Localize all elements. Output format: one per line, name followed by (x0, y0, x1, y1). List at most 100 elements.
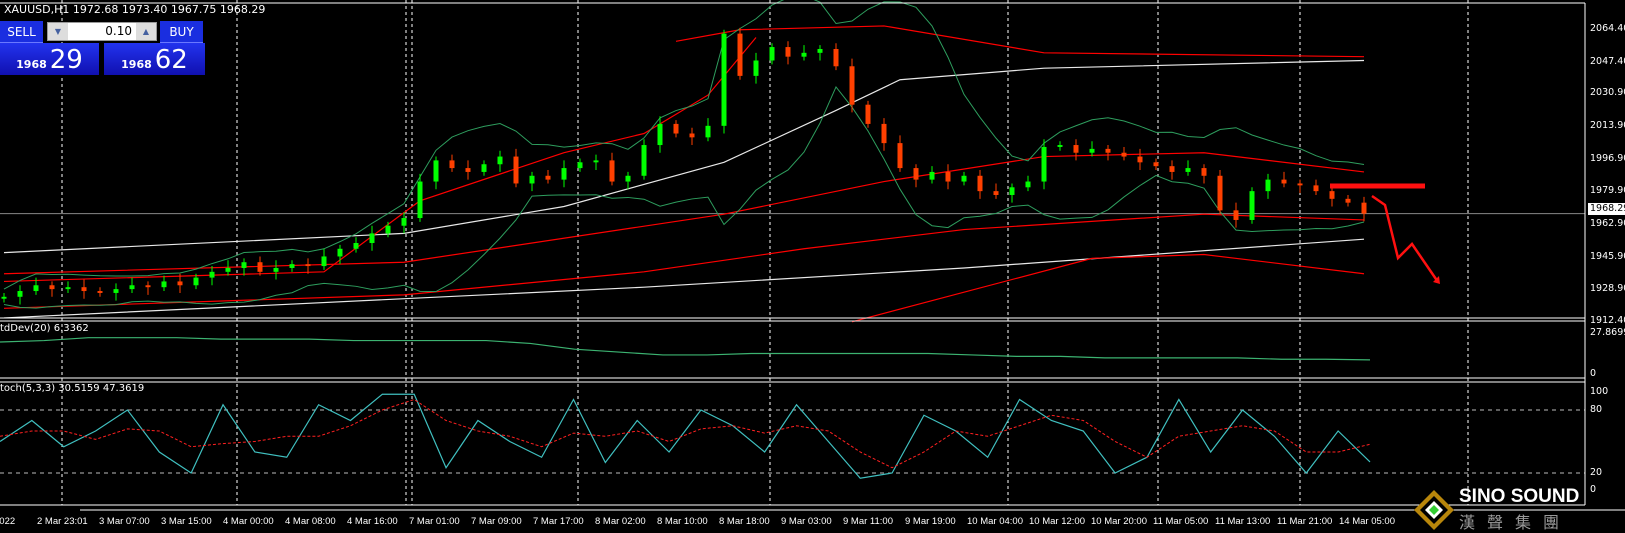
candle-body (1089, 148, 1095, 153)
sell-price[interactable]: 1968 29 (0, 43, 99, 75)
time-tick-label: 14 Mar 05:00 (1339, 516, 1395, 527)
indicator-tick-label: 20 (1590, 467, 1603, 478)
candle-body (1361, 202, 1367, 214)
candle-body (97, 291, 103, 293)
indicator-tick-label: 27.8699 (1590, 327, 1625, 338)
white-ma-line (3, 238, 1365, 319)
candle-body (673, 123, 679, 134)
time-tick-label: 2 Mar 23:01 (37, 516, 88, 527)
indicator-panes (0, 337, 1371, 479)
time-tick-label: 11 Mar 13:00 (1215, 516, 1271, 527)
candle-body (545, 175, 551, 180)
price-tick-label: 2030.90 (1590, 87, 1625, 99)
candle-body (961, 175, 967, 182)
price-tick-label: 2013.90 (1590, 120, 1625, 132)
candle-body (833, 48, 839, 67)
candle-body (65, 287, 71, 290)
candle-body (305, 264, 311, 267)
time-tick-label: 7 Mar 01:00 (409, 516, 460, 527)
time-tick-label: 9 Mar 11:00 (843, 516, 893, 527)
candle-body (177, 281, 183, 286)
logo-zh: 漢聲集團 (1459, 513, 1572, 532)
price-tick-label: 1945.90 (1590, 250, 1625, 262)
candle-body (449, 160, 455, 169)
candle-body (705, 125, 711, 138)
time-tick-label: 4 Mar 08:00 (285, 516, 336, 527)
decrease-lot-icon[interactable]: ▼ (48, 23, 68, 40)
candle-body (1249, 191, 1255, 220)
lot-size-input[interactable]: 0.10 (105, 24, 132, 38)
red-ma-line (3, 37, 757, 283)
time-tick-label: 11 Mar 21:00 (1277, 516, 1333, 527)
time-tick-label: 10 Mar 20:00 (1091, 516, 1147, 527)
indicator-tick-label: 100 (1590, 386, 1609, 397)
price-tick-label: 1979.90 (1590, 185, 1625, 197)
time-tick-label: 7 Mar 09:00 (471, 516, 522, 527)
current-price-label: 1968.29 (1588, 203, 1625, 215)
logo-diamond-icon (1414, 490, 1454, 530)
red-ma-line (3, 213, 1365, 309)
time-tick-label: 8 Mar 18:00 (719, 516, 770, 527)
candle-body (625, 175, 631, 182)
indicator-tick-label: 80 (1590, 404, 1603, 415)
time-tick-label: 8 Mar 10:00 (657, 516, 708, 527)
ohlc-readout: 1972.68 1973.40 1967.75 1968.29 (72, 3, 266, 16)
candle-body (433, 160, 439, 182)
candle-body (1233, 210, 1239, 220)
time-tick-label: 7 Mar 17:00 (533, 516, 584, 527)
indicator-tick-label: 0 (1590, 368, 1597, 379)
candle-body (129, 285, 135, 290)
lot-size-stepper[interactable]: ▼ 0.10 ▲ (47, 22, 157, 41)
candle-body (1057, 145, 1063, 147)
candle-body (1281, 179, 1287, 184)
candle-body (817, 48, 823, 53)
candle-body (1169, 166, 1175, 172)
bollinger-lower (3, 86, 1365, 309)
candle-body (1217, 175, 1223, 211)
candle-body (721, 33, 727, 126)
candle-body (161, 281, 167, 288)
candle-body (241, 262, 247, 268)
increase-lot-icon[interactable]: ▲ (136, 23, 156, 40)
time-tick-label: 9 Mar 03:00 (781, 516, 832, 527)
candle-body (641, 145, 647, 176)
candle-body (481, 164, 487, 172)
candle-body (193, 277, 199, 286)
candle-body (657, 123, 663, 146)
price-tick-label: 2064.40 (1590, 23, 1625, 34)
candle-body (33, 285, 39, 292)
candle-body (1185, 168, 1191, 172)
candle-body (561, 168, 567, 180)
candle-body (689, 133, 695, 138)
candle-body (1025, 181, 1031, 188)
candle-body (1073, 145, 1079, 153)
time-tick-label: 10 Mar 12:00 (1029, 516, 1085, 527)
candle-body (529, 175, 535, 184)
buy-price[interactable]: 1968 62 (104, 43, 205, 75)
candle-body (417, 181, 423, 219)
buy-button[interactable]: BUY (160, 21, 203, 43)
candle-body (273, 267, 279, 272)
logo-en: SINO SOUND (1459, 486, 1580, 507)
price-tick-label: 2047.40 (1590, 55, 1625, 67)
candle-body (1041, 146, 1047, 182)
candle-body (865, 104, 871, 124)
stddev-line (0, 337, 1371, 361)
candle-body (209, 271, 215, 278)
sell-button[interactable]: SELL (0, 21, 43, 43)
time-tick-label: 11 Mar 05:00 (1153, 516, 1209, 527)
candle-body (801, 52, 807, 57)
candle-body (49, 285, 55, 290)
candle-body (577, 162, 583, 169)
candle-body (257, 262, 263, 272)
candle-body (1313, 185, 1319, 192)
candle-body (785, 47, 791, 57)
sino-sound-logo: SINO SOUND 漢聲集團 (1412, 486, 1625, 532)
candle-body (17, 291, 23, 297)
candle-body (1, 296, 7, 299)
candle-body (1153, 162, 1159, 167)
price-tick-label: 1962.90 (1590, 217, 1625, 229)
time-tick-label: 4 Mar 00:00 (223, 516, 274, 527)
annotation-down-arrow (1371, 194, 1440, 283)
